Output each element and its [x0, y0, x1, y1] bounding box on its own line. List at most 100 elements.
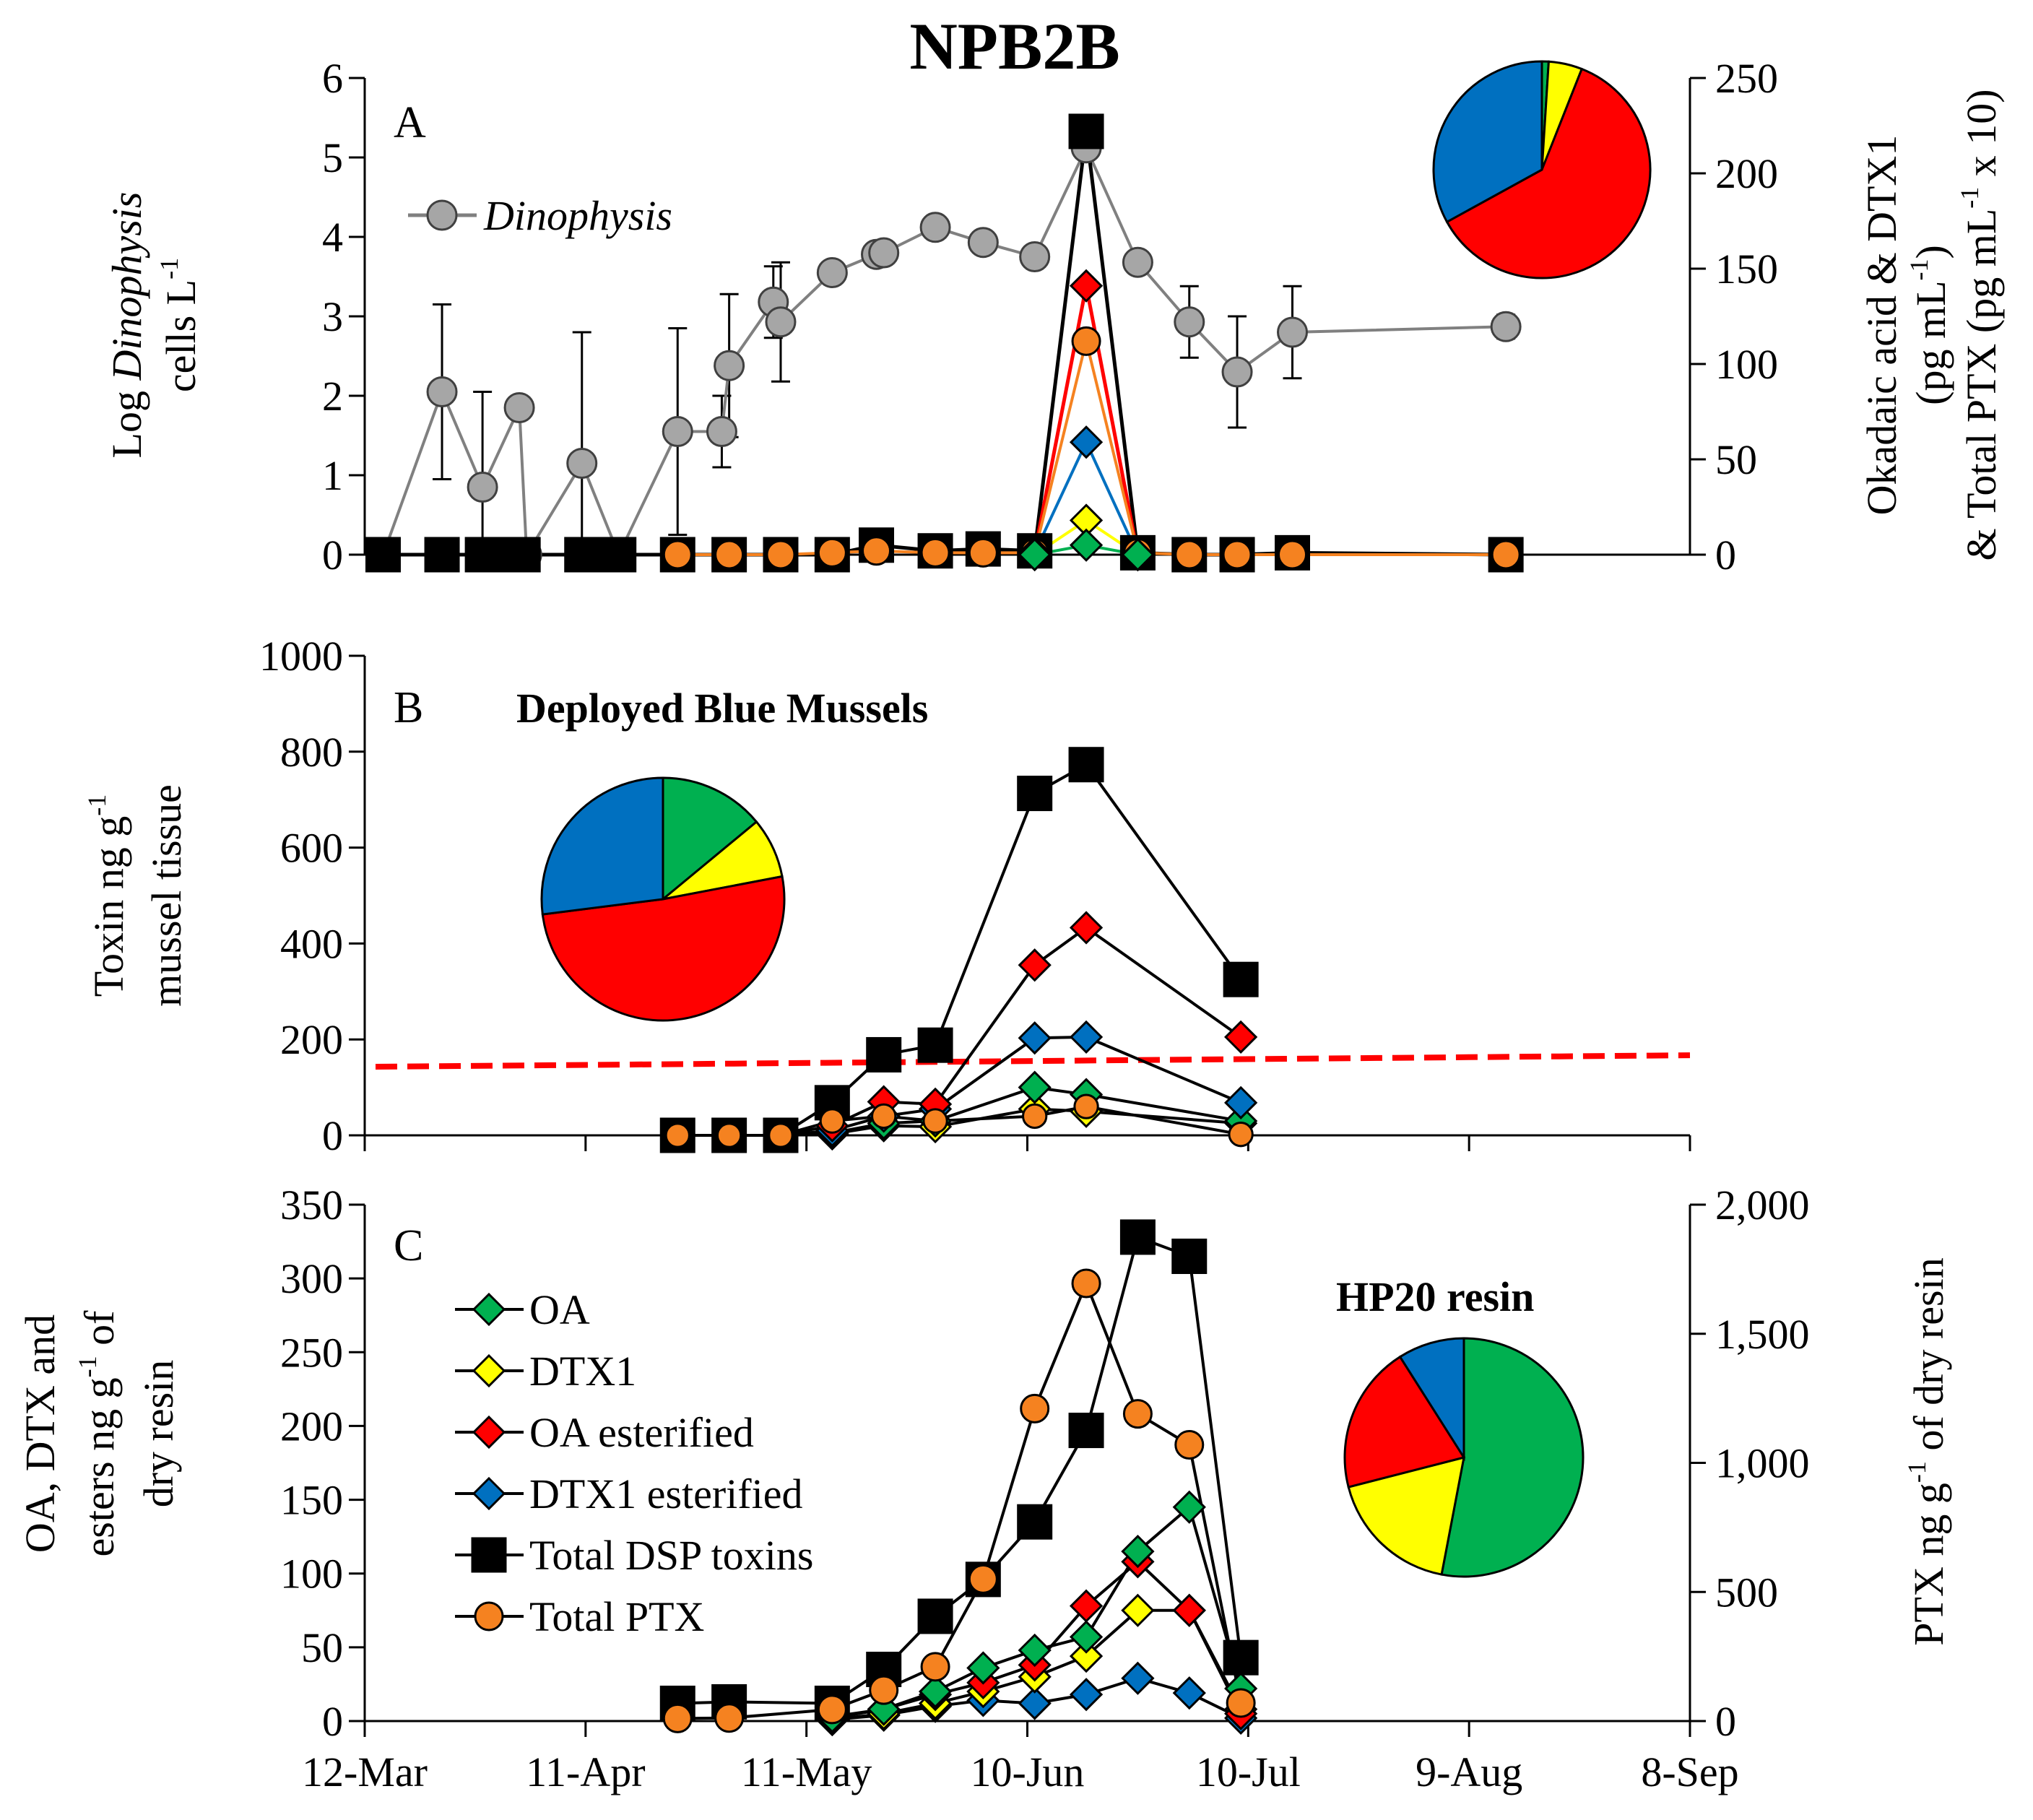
panel-a-y2label-line2-suffix: ): [1907, 245, 1954, 259]
panel-c-y2label: PTX ng g-1 of dry resin: [1902, 1257, 1952, 1645]
panel-c-oa-point: [918, 1675, 953, 1709]
legend-marker-total-ptx: [474, 1601, 504, 1632]
panel-c-ylabel-line2-suffix: of: [76, 1310, 123, 1356]
panel-c-y-tick-label: 350: [280, 1182, 343, 1228]
panel-a-dinophysis-point: [662, 416, 693, 447]
panel-c-total-ptx-point: [1122, 1399, 1153, 1429]
panel-b-dtx1-esterified-point: [1018, 1021, 1052, 1055]
panel-a-dinophysis-point: [714, 350, 745, 381]
panel-b-pie-slice-oa-esterified: [541, 875, 786, 1022]
panel-c-y2label-suffix: of dry resin: [1905, 1257, 1952, 1461]
panel-c-total-ptx-point: [817, 1694, 847, 1725]
panel-a-dtx1-esterified-point: [1069, 425, 1104, 459]
panel-b-ylabel: Toxin ng g-1 mussel tissue: [82, 784, 190, 1007]
legend-marker-oa: [472, 1292, 506, 1327]
panel-a-y2label-line2-sup: -1: [1904, 259, 1933, 280]
panel-b-title: Deployed Blue Mussels: [516, 685, 928, 732]
panel-c-total-ptx-point: [1071, 1268, 1101, 1299]
panel-a-legend: Dinophysis: [408, 192, 672, 239]
panel-a-dinophysis-point: [1019, 241, 1051, 272]
panel-a-legend-label: Dinophysis: [483, 192, 672, 239]
panel-c-total-dsp-toxins-point: [1223, 1639, 1259, 1676]
panel-b-total-ptx-point: [922, 1108, 948, 1134]
panel-b-oa-esterified-point: [1018, 948, 1052, 982]
panel-b-y-tick-label: 400: [280, 920, 343, 967]
panel-a-letter: A: [394, 98, 426, 147]
panel-c-y-tick-label: 100: [280, 1551, 343, 1598]
panel-b-dtx1-esterified-point: [1069, 1020, 1104, 1054]
panel-c-total-dsp-toxins-point: [1017, 1504, 1053, 1540]
panel-a-oa-esterified-point: [1069, 269, 1104, 303]
panel-b-total-ptx-point: [664, 1122, 690, 1148]
panel-b-total-ptx-point: [1073, 1093, 1099, 1119]
panel-c-ylabel-line2: esters ng g-1 of: [73, 1310, 123, 1557]
panel-c-total-ptx-point: [714, 1703, 745, 1733]
panel-b-total-dsp-toxins-point: [917, 1027, 953, 1063]
panel-c-ylabel-line1: OA, DTX and: [17, 1314, 64, 1553]
panel-a-dinophysis-point: [765, 306, 797, 338]
panel-a-y-tick-label: 5: [322, 134, 343, 181]
panel-c-dtx1-esterified-point: [1121, 1661, 1155, 1695]
panel-a-y2-tick-label: 50: [1715, 436, 1757, 483]
panel-b-oa-point: [1018, 1070, 1052, 1104]
panel-b-regulatory-threshold-line: [375, 1052, 1691, 1070]
panel-c-y2label-text: PTX ng g-1 of dry resin: [1902, 1257, 1952, 1645]
panel-b-total-dsp-toxins-point: [1017, 776, 1053, 812]
panel-a-y2label-line3-sup: -1: [1955, 187, 1984, 209]
panel-a-y2-tick-label: 100: [1715, 341, 1778, 388]
legend-marker-dtx1-esterified: [472, 1476, 506, 1511]
panel-c-y2-tick-label: 1,500: [1715, 1311, 1810, 1358]
panel-c-ylabel-line2-sup: -1: [73, 1356, 102, 1377]
panel-a-dinophysis-point: [967, 227, 999, 259]
panel-c-total-ptx-point: [1226, 1688, 1256, 1718]
panel-c-total-dsp-toxins-point: [1119, 1219, 1156, 1255]
panel-a-oa-point: [1069, 528, 1104, 562]
panel-a-total-ptx-point: [1491, 540, 1521, 570]
panel-a-total-ptx-point: [714, 540, 745, 570]
panel-b-total-ptx-point: [871, 1103, 897, 1130]
panel-a-total-ptx-point: [1222, 540, 1252, 570]
panel-b-total-dsp-toxins-point: [1223, 961, 1259, 997]
panel-c-dtx1-esterified-point: [1069, 1678, 1104, 1712]
panel-c-y2label-prefix: PTX ng g: [1905, 1483, 1952, 1646]
legend-marker-oa-esterified: [472, 1415, 506, 1450]
panel-c-x-tick-label: 9-Aug: [1416, 1748, 1522, 1795]
panel-c-total-ptx-point: [662, 1703, 693, 1733]
panel-a-dinophysis-point: [503, 392, 535, 423]
panel-b-total-ptx-point: [1228, 1122, 1254, 1148]
panel-a-y-tick-label: 0: [322, 532, 343, 578]
panel-b-dtx1-esterified-point: [1224, 1086, 1258, 1119]
panel-a-dinophysis-point: [1277, 316, 1308, 348]
panel-b-ylabel-sup: -1: [82, 794, 111, 816]
panel-a-total-dsp-toxins-point: [365, 537, 401, 573]
panel-b-ylabel-prefix: Toxin ng g: [85, 816, 132, 997]
panel-a-y2-tick-label: 150: [1715, 246, 1778, 292]
panel-a-y2-tick-label: 250: [1715, 55, 1778, 102]
panel-a-ylabel-italic: Dinophysis: [103, 192, 150, 381]
figure-title: NPB2B: [909, 9, 1119, 83]
panel-b-total-ptx-point: [768, 1122, 794, 1148]
panel-b-pie-slice-dtx1-esterified: [540, 776, 664, 916]
panel-c-total-dsp-toxins-point: [1068, 1413, 1104, 1449]
panel-a-pie-slice-dtx1-esterified: [1432, 60, 1543, 224]
panel-a-total-ptx-point: [968, 537, 998, 568]
panel-a-total-ptx-point: [920, 537, 950, 568]
legend-label-total-ptx: Total PTX: [529, 1593, 704, 1640]
panel-c-dtx1-esterified-point: [1172, 1676, 1206, 1710]
chart-marks: 0123456050100150200250020040060080010000…: [259, 55, 1810, 1795]
panel-a-dinophysis-point: [1122, 246, 1153, 278]
panel-c-oa-point: [1121, 1534, 1155, 1569]
panel-a-dinophysis-point: [868, 237, 900, 269]
panel-c-pie-slice-dtx1: [1347, 1455, 1465, 1576]
legend-marker-total-dsp-toxins: [471, 1537, 507, 1573]
panel-a-dinophysis-point: [1174, 306, 1205, 338]
panel-a-total-dsp-toxins-point: [601, 537, 637, 573]
panel-b-ylabel-line2: mussel tissue: [143, 784, 190, 1007]
panel-a-y2label-line3: & Total PTX (pg mL-1 x 10): [1955, 89, 2005, 560]
legend-marker-dtx1: [472, 1353, 506, 1388]
panel-a-y2label: Okadaic acid & DTX1 (pg mL-1) & Total PT…: [1858, 89, 2005, 560]
panel-a-y-tick-label: 6: [322, 55, 343, 102]
panel-b-total-dsp-toxins-point: [1068, 747, 1104, 783]
legend-label-oa: OA: [529, 1286, 590, 1333]
